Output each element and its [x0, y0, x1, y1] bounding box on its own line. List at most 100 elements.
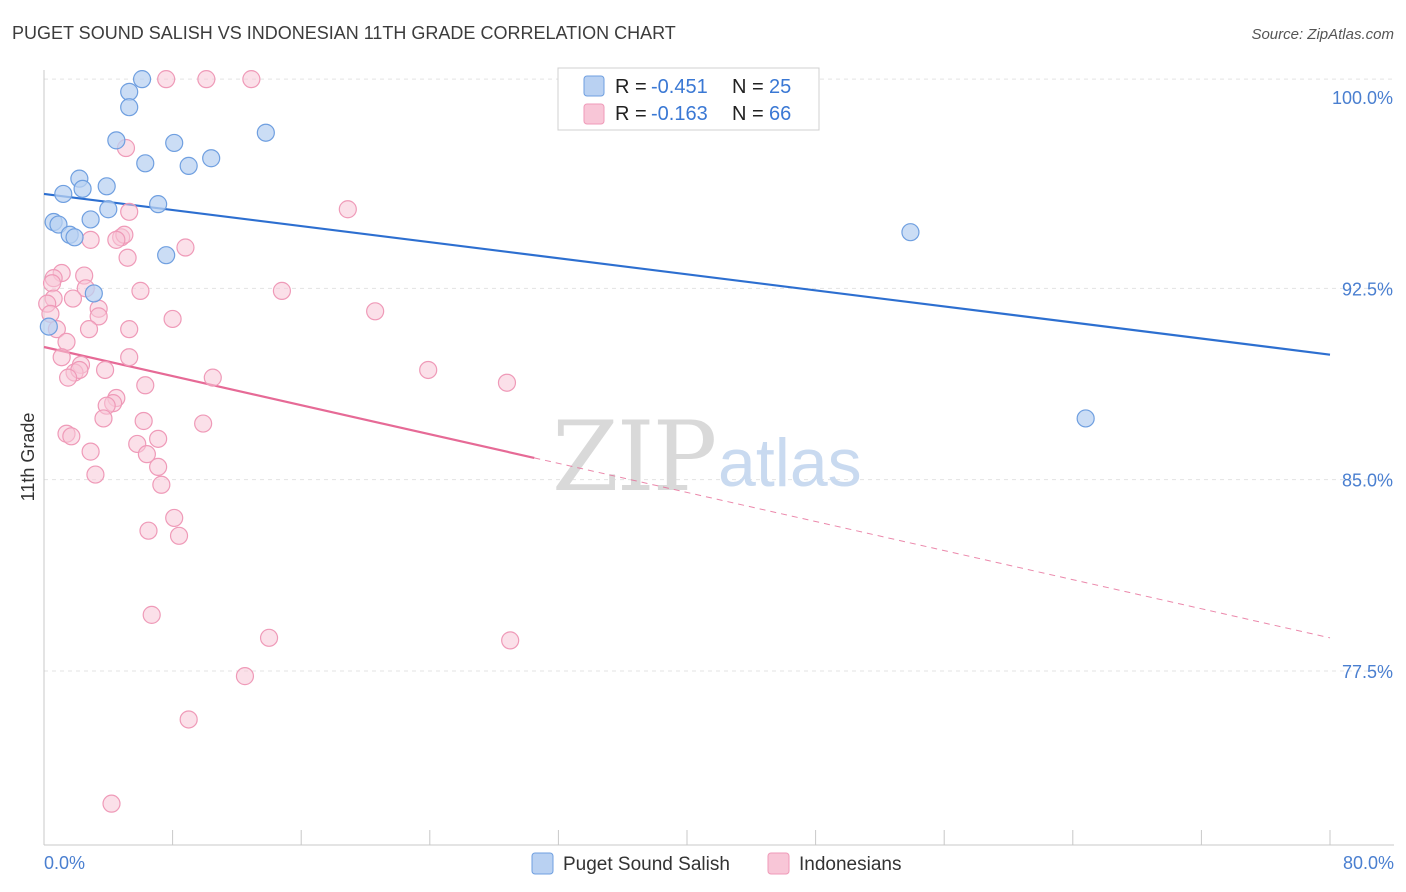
series-legend: Puget Sound Salish Indonesians	[531, 852, 901, 875]
indonesian-point-18	[272, 281, 292, 300]
indonesian-point-40	[497, 373, 517, 392]
indonesian-point-58	[139, 521, 158, 540]
indonesian-point-25	[89, 307, 108, 326]
indonesian-point-30	[57, 332, 76, 352]
indonesian-point-38	[59, 368, 78, 387]
legend-r-label-2: R =	[615, 103, 647, 125]
indonesian-point-8	[81, 230, 100, 249]
indonesian-point-10	[176, 238, 195, 257]
salish-point-21	[157, 246, 176, 265]
salish-point-13	[149, 195, 168, 214]
indonesian-point-59	[169, 526, 189, 545]
salish-point-3	[256, 123, 275, 142]
watermark-zip: ZIP	[552, 401, 715, 513]
indonesian-point-2	[242, 70, 261, 89]
indonesian-point-31	[52, 348, 71, 367]
indonesian-point-4	[338, 200, 357, 219]
y-tick-label-1: 92.5%	[1342, 279, 1393, 299]
salish-point-17	[49, 215, 68, 234]
indonesian-point-57	[165, 508, 184, 528]
indonesian-point-20	[63, 289, 83, 308]
indonesian-point-29	[120, 320, 139, 339]
indonesian-point-53	[137, 445, 156, 464]
series-legend-swatch-indonesians	[767, 852, 790, 875]
indonesian-point-0	[157, 70, 176, 89]
salish-point-23	[39, 317, 58, 336]
indonesian-point-62	[501, 631, 520, 650]
legend-n-label-2: N =	[732, 103, 764, 125]
series-legend-label-indonesians: Indonesians	[799, 854, 901, 875]
indonesian-point-60	[142, 605, 161, 624]
indonesian-point-16	[42, 274, 62, 293]
salish-point-0	[132, 70, 152, 89]
x-tick-label-max: 80.0%	[1343, 853, 1394, 873]
salish-point-24	[1076, 409, 1095, 428]
y-tick-label-0: 100.0%	[1332, 88, 1393, 108]
legend-n-label-1: N =	[732, 76, 764, 98]
salish-point-11	[73, 179, 92, 198]
salish-point-4	[107, 131, 126, 150]
y-tick-labels: 100.0% 92.5% 85.0% 77.5%	[1332, 88, 1393, 682]
indonesian-point-41	[136, 376, 155, 395]
salish-point-15	[81, 210, 100, 229]
stats-legend: R = -0.451 N = 25 R = -0.163 N = 66	[557, 67, 820, 131]
indonesian-point-63	[235, 667, 255, 686]
indonesian-point-61	[259, 628, 279, 647]
gridlines	[44, 78, 1394, 672]
indonesian-point-64	[179, 710, 198, 729]
y-axis-label: 11th Grade	[18, 413, 38, 502]
trend-line-0	[43, 192, 1331, 356]
salish-point-5	[165, 133, 184, 153]
indonesian-point-17	[131, 281, 150, 300]
x-tick-label-min: 0.0%	[44, 853, 85, 873]
indonesian-point-47	[194, 414, 213, 433]
indonesian-point-52	[81, 442, 100, 461]
series-legend-label-salish: Puget Sound Salish	[563, 854, 730, 875]
indonesian-point-5	[120, 202, 139, 221]
indonesian-point-28	[79, 320, 99, 339]
indonesian-point-26	[163, 309, 182, 329]
legend-n-value-1: 25	[769, 76, 791, 98]
y-tick-label-2: 85.0%	[1342, 471, 1393, 491]
salish-point-12	[54, 184, 73, 204]
legend-n-value-2: 66	[769, 103, 791, 125]
x-axis-ticks	[43, 830, 1331, 845]
legend-r-value-1: -0.451	[651, 76, 708, 98]
indonesian-point-65	[102, 794, 121, 813]
trend-line-dashed-1	[534, 457, 1331, 639]
indonesian-point-23	[366, 302, 385, 321]
legend-r-label-1: R =	[615, 76, 647, 98]
chart-source: Source: ZipAtlas.com	[1251, 26, 1394, 43]
salish-point-22	[84, 284, 103, 303]
indonesian-point-32	[120, 348, 139, 367]
indonesian-point-46	[134, 411, 153, 431]
salish-point-10	[97, 177, 116, 196]
salish-point-6	[202, 149, 221, 168]
salish-point-14	[99, 200, 118, 219]
series-legend-swatch-salish	[531, 852, 554, 875]
indonesian-point-1	[197, 70, 216, 89]
legend-swatch-indonesians	[583, 103, 605, 125]
salish-point-20	[901, 223, 920, 242]
indonesian-point-45	[94, 409, 113, 428]
indonesian-point-39	[203, 368, 222, 387]
salish-point-7	[136, 154, 155, 173]
salish-point-8	[179, 156, 198, 175]
data-points	[38, 70, 1095, 813]
indonesian-point-9	[107, 230, 126, 249]
watermark-atlas: atlas	[718, 425, 862, 501]
indonesian-point-11	[118, 248, 137, 267]
legend-r-value-2: -0.163	[651, 103, 708, 125]
indonesian-point-55	[86, 465, 105, 484]
indonesian-point-50	[149, 429, 168, 448]
legend-swatch-salish	[583, 75, 605, 97]
indonesian-point-37	[419, 360, 438, 380]
chart-title: PUGET SOUND SALISH VS INDONESIAN 11TH GR…	[12, 23, 676, 43]
salish-point-1	[120, 82, 139, 101]
salish-point-19	[65, 228, 84, 247]
indonesian-point-49	[62, 427, 81, 446]
y-tick-label-3: 77.5%	[1342, 662, 1393, 682]
salish-point-2	[120, 98, 139, 117]
indonesian-point-56	[152, 475, 171, 494]
